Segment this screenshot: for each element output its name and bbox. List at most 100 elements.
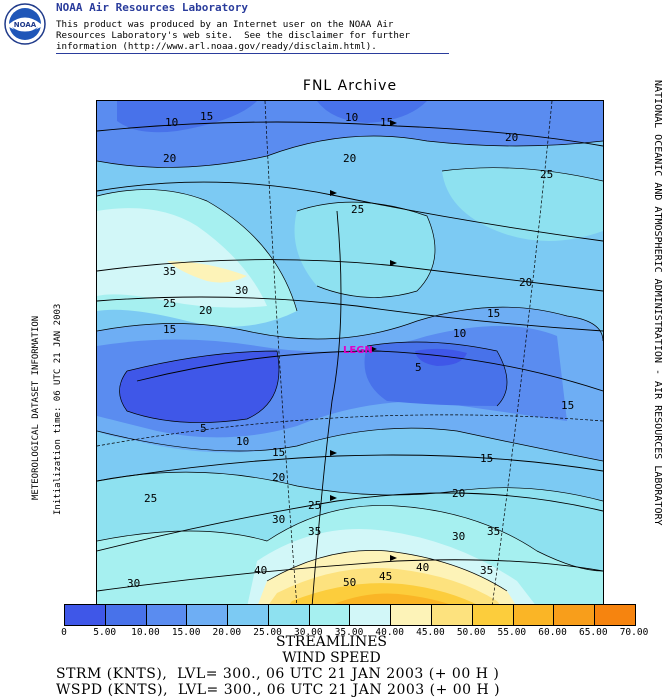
field-cyan-center xyxy=(294,202,435,298)
contour-label: 20 xyxy=(343,152,356,165)
disclaimer-line: Resources Laboratory's web site. See the… xyxy=(56,30,411,41)
header: NOAA NOAA Air Resources Laboratory This … xyxy=(0,0,663,60)
legend-swatch xyxy=(309,605,351,625)
contour-label: 10 xyxy=(345,111,358,124)
legend-label: 25.00 xyxy=(253,627,282,638)
contour-label: 25 xyxy=(540,168,553,181)
contour-label: 5 xyxy=(415,361,422,374)
field-top-core xyxy=(117,101,257,133)
station-label: LEGN xyxy=(343,345,373,356)
legend-swatch xyxy=(228,605,269,625)
contour-label: 35 xyxy=(487,525,500,538)
disclaimer-line: information (http://www.arl.noaa.gov/rea… xyxy=(56,41,377,52)
contour-label: 15 xyxy=(200,110,213,123)
legend-swatch xyxy=(146,605,188,625)
footer-wind-speed: WIND SPEED xyxy=(282,650,381,666)
legend-swatch xyxy=(513,605,555,625)
map-title: FNL Archive xyxy=(302,78,398,94)
streamline-arrows xyxy=(330,120,397,561)
contour-label: 20 xyxy=(272,471,285,484)
contour-label: 10 xyxy=(453,327,466,340)
contour-label: 15 xyxy=(480,452,493,465)
legend-label: 70.00 xyxy=(619,627,649,638)
field-low-speed-core xyxy=(415,348,467,366)
noaa-logo-icon: NOAA xyxy=(4,3,46,45)
legend-swatch xyxy=(65,605,106,625)
legend-swatch xyxy=(105,605,147,625)
legend-label: 0 xyxy=(61,627,67,638)
legend-swatch xyxy=(554,605,596,625)
logo-text: NOAA xyxy=(14,21,37,29)
contour-label: 15 xyxy=(272,446,285,459)
contour-label: 10 xyxy=(165,116,178,129)
contour-labels: 10 15 10 15 20 25 20 20 25 35 30 25 20 20 15 15 10 5 15 5 10… xyxy=(127,110,574,590)
legend-label: 60.00 xyxy=(538,627,567,638)
field-jet-55 xyxy=(327,593,457,607)
header-rule xyxy=(56,53,449,54)
wind-map-svg: LEGN 10 15 10 15 20 25 20 20 25 35 30 25 20 20 15 15 10 5… xyxy=(97,101,603,607)
contour-label: 5 xyxy=(200,422,207,435)
contour-label: 15 xyxy=(380,116,393,129)
legend-label: 20.00 xyxy=(212,627,242,638)
contour-label: 25 xyxy=(144,492,157,505)
legend-label: 40.00 xyxy=(375,627,405,638)
wind-map: LEGN 10 15 10 15 20 25 20 20 25 35 30 25 20 20 15 15 10 5… xyxy=(96,100,604,608)
legend-label: 45.00 xyxy=(416,627,445,638)
contour-label: 30 xyxy=(452,530,465,543)
legend-swatch xyxy=(432,605,473,625)
footer-param-strm: STRM (KNTS), LVL= 300., 06 UTC 21 JAN 20… xyxy=(56,666,500,682)
field-lightcyan-west xyxy=(97,208,267,308)
contour-label: 20 xyxy=(505,131,518,144)
disclaimer: This product was produced by an Internet… xyxy=(56,19,456,52)
legend-label: 5.00 xyxy=(93,627,117,638)
init-time-label: Initialization time: 06 UTC 21 JAN 2003 xyxy=(53,303,63,515)
footer-param-wspd: WSPD (KNTS), LVL= 300., 06 UTC 21 JAN 20… xyxy=(56,682,501,698)
contour-label: 35 xyxy=(163,265,176,278)
contour-label: 20 xyxy=(519,276,532,289)
contour-label: 10 xyxy=(236,435,249,448)
field-top-core2 xyxy=(317,101,427,123)
contour-label: 20 xyxy=(199,304,212,317)
noaa-arl-vertical-label: NATIONAL OCEANIC AND ATMOSPHERIC ADMINIS… xyxy=(652,80,663,526)
footer-streamlines: STREAMLINES xyxy=(275,634,388,650)
legend-label: 35.00 xyxy=(334,627,364,638)
streamlines xyxy=(97,121,603,607)
legend-labels: 0 5.00 10.00 15.00 20.00 25.00 30.00 35.00 40.00… xyxy=(61,627,648,639)
wind-speed-legend xyxy=(64,604,636,626)
contour-label: 25 xyxy=(308,499,321,512)
contour-label: 30 xyxy=(235,284,248,297)
contour-label: 35 xyxy=(480,564,493,577)
legend-label: 10.00 xyxy=(131,627,160,638)
contour-label: 15 xyxy=(487,307,500,320)
dataset-info-label: METEOROLOGICAL DATASET INFORMATION xyxy=(31,315,41,500)
legend-swatch xyxy=(268,605,310,625)
field-low-speed-east xyxy=(364,342,507,406)
disclaimer-line: This product was produced by an Internet… xyxy=(56,19,394,30)
contour-label: 50 xyxy=(343,576,356,589)
field-low-speed-west xyxy=(119,351,279,423)
contour-label: 15 xyxy=(561,399,574,412)
contour-label: 25 xyxy=(163,297,176,310)
legend-swatch xyxy=(187,605,229,625)
contour-label: 25 xyxy=(351,203,364,216)
contour-label: 40 xyxy=(254,564,267,577)
legend-swatch xyxy=(472,605,514,625)
contour-label: 15 xyxy=(163,323,176,336)
contour-lines xyxy=(97,135,603,592)
legend-label: 50.00 xyxy=(456,627,486,638)
contour-label: 20 xyxy=(163,152,176,165)
lab-name: NOAA Air Resources Laboratory xyxy=(56,1,249,14)
field-yellow-patch xyxy=(167,261,247,283)
legend-label: 65.00 xyxy=(578,627,608,638)
contour-label: 35 xyxy=(308,525,321,538)
contour-label: 20 xyxy=(452,487,465,500)
legend-swatch xyxy=(350,605,392,625)
legend-swatch xyxy=(391,605,433,625)
contour-label: 40 xyxy=(416,561,429,574)
contour-label: 30 xyxy=(272,513,285,526)
legend-label: 15.00 xyxy=(171,627,201,638)
legend-label: 30.00 xyxy=(293,627,323,638)
legend-label: 55.00 xyxy=(497,627,527,638)
projection-lines xyxy=(97,101,603,607)
legend-swatch xyxy=(595,605,635,625)
